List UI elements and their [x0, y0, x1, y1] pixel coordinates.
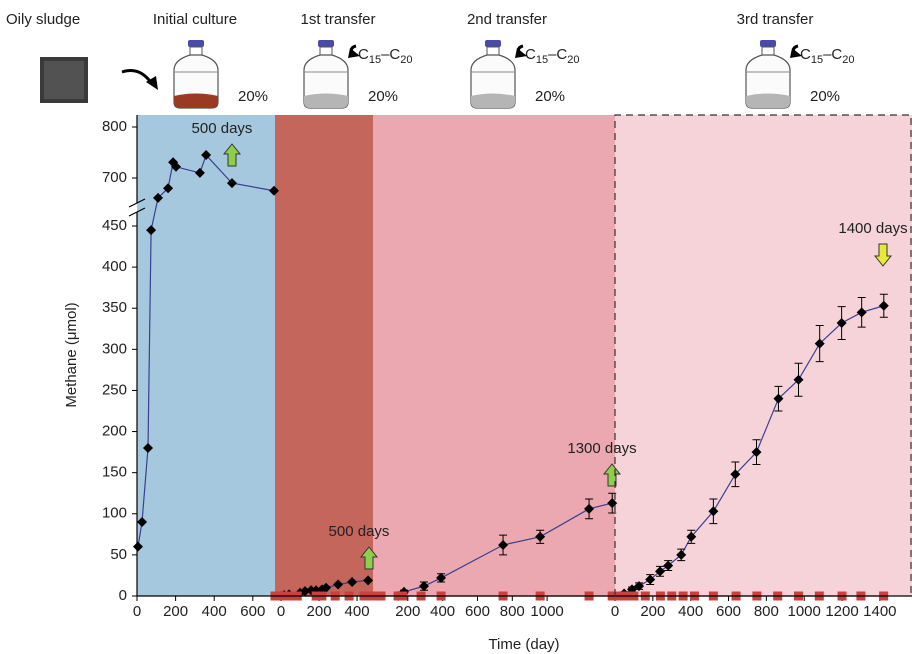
y-tick-label: 800 — [102, 118, 127, 135]
annotation-label: 1300 days — [567, 440, 636, 457]
substrate-text: –C — [823, 46, 842, 63]
x-tick-label: 400 — [430, 603, 455, 620]
chart: Oily sludge Methane (μmol) Time (day) 0 5… — [0, 0, 912, 654]
y-tick-label: 100 — [102, 505, 127, 522]
x-tick-label: 800 — [500, 603, 525, 620]
y-tick-label: 150 — [102, 464, 127, 481]
x-tick-label: 1000 — [787, 603, 820, 620]
y-tick-label: 400 — [102, 258, 127, 275]
annotation-label: 500 days — [192, 120, 253, 137]
substrate-label: C15–C20 — [525, 46, 580, 66]
x-axis-label: Time (day) — [488, 636, 559, 653]
x-tick-label: 1400 — [863, 603, 896, 620]
panel-background — [615, 115, 912, 596]
x-tick-label: 200 — [163, 603, 188, 620]
y-tick-label: 300 — [102, 340, 127, 357]
source-label: Oily sludge — [6, 11, 80, 28]
x-tick-label: 200 — [307, 603, 332, 620]
substrate-subscript: 20 — [567, 54, 579, 66]
x-tick-label: 400 — [202, 603, 227, 620]
panel-background — [373, 115, 615, 596]
bottle — [304, 40, 348, 108]
inoculum-label: 20% — [535, 88, 565, 105]
annotation-label: 1400 days — [838, 220, 907, 237]
y-tick-label: 0 — [119, 587, 127, 604]
bottle — [746, 40, 790, 108]
x-tick-label: 1200 — [825, 603, 858, 620]
inoculum-label: 20% — [238, 88, 268, 105]
y-axis-label: Methane (μmol) — [63, 302, 80, 407]
y-tick-label: 700 — [102, 169, 127, 186]
panel-title: 3rd transfer — [737, 11, 814, 28]
substrate-text: –C — [548, 46, 567, 63]
x-tick-label: 400 — [678, 603, 703, 620]
x-tick-label: 0 — [611, 603, 619, 620]
bottle — [471, 40, 515, 108]
x-tick-label: 400 — [345, 603, 370, 620]
substrate-subscript: 15 — [811, 54, 823, 66]
panel-title: Initial culture — [153, 11, 237, 28]
x-tick-label: 1000 — [530, 603, 563, 620]
x-tick-label: 0 — [277, 603, 285, 620]
panel-title: 2nd transfer — [467, 11, 547, 28]
substrate-label: C15–C20 — [800, 46, 855, 66]
y-tick-label: 350 — [102, 299, 127, 316]
header-decor — [40, 40, 790, 108]
substrate-subscript: 15 — [369, 54, 381, 66]
y-tick-label: 450 — [102, 217, 127, 234]
substrate-text: –C — [381, 46, 400, 63]
sludge-texture — [44, 61, 84, 99]
x-tick-label: 200 — [395, 603, 420, 620]
x-tick-label: 800 — [754, 603, 779, 620]
x-tick-label: 600 — [465, 603, 490, 620]
x-tick-label: 200 — [640, 603, 665, 620]
y-tick-label: 250 — [102, 381, 127, 398]
x-tick-label: 600 — [240, 603, 265, 620]
substrate-subscript: 15 — [536, 54, 548, 66]
substrate-subscript: 20 — [842, 54, 854, 66]
panel-title: 1st transfer — [300, 11, 375, 28]
x-tick-label: 600 — [716, 603, 741, 620]
substrate-subscript: 20 — [400, 54, 412, 66]
annotation-label: 500 days — [329, 523, 390, 540]
x-tick-label: 0 — [133, 603, 141, 620]
substrate-text: C — [358, 46, 369, 63]
substrate-text: C — [525, 46, 536, 63]
substrate-text: C — [800, 46, 811, 63]
substrate-label: C15–C20 — [358, 46, 413, 66]
inoculum-label: 20% — [810, 88, 840, 105]
inoculum-label: 20% — [368, 88, 398, 105]
bottle — [174, 40, 218, 108]
y-tick-label: 200 — [102, 423, 127, 440]
y-tick-label: 50 — [110, 546, 127, 563]
